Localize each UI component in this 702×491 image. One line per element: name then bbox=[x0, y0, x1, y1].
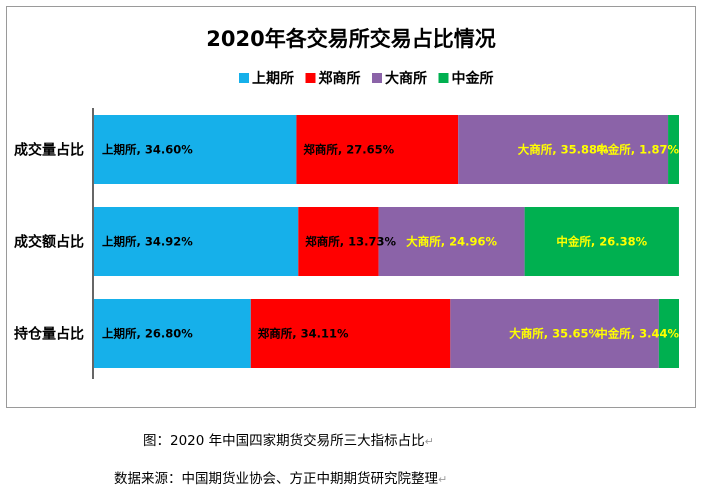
bar-segment-2-4 bbox=[524, 207, 679, 276]
legend-label-2: 郑商所 bbox=[319, 70, 361, 87]
paragraph-mark: ↵ bbox=[438, 473, 448, 486]
legend-label-1: 上期所 bbox=[252, 70, 294, 87]
data-label-2-2: 郑商所, 13.73% bbox=[305, 235, 396, 249]
legend-label-3: 大商所 bbox=[385, 70, 427, 87]
data-label-1-2: 郑商所, 27.65% bbox=[303, 143, 394, 157]
data-label-1-3: 大商所, 35.88% bbox=[518, 143, 609, 157]
data-label-1-4: 中金所, 1.87% bbox=[596, 143, 679, 157]
category-label-2: 成交额占比 bbox=[14, 234, 84, 251]
bar-segment-1-2 bbox=[296, 115, 459, 184]
data-label-3-3: 大商所, 35.65% bbox=[509, 327, 600, 341]
legend: 上期所 郑商所 大商所 中金所 bbox=[239, 70, 494, 87]
chart-title: 2020年各交易所交易占比情况 bbox=[206, 27, 495, 51]
data-label-3-4: 中金所, 3.44% bbox=[596, 327, 679, 341]
bar-segment-1-4 bbox=[668, 115, 679, 184]
bar-segment-3-3 bbox=[450, 299, 659, 368]
bar-segment-2-3 bbox=[378, 207, 525, 276]
bar-segment-3-2 bbox=[250, 299, 451, 368]
source-caption-text: 数据来源：中国期货业协会、方正中期期货研究院整理 bbox=[114, 471, 438, 487]
category-label-1: 成交量占比 bbox=[14, 142, 84, 159]
bar-segment-1-3 bbox=[458, 115, 669, 184]
category-label-3: 持仓量占比 bbox=[14, 326, 84, 343]
bar-segment-3-1 bbox=[94, 299, 251, 368]
bars-group: 上期所, 34.60% 郑商所, 27.65% 大商所, 35.88%中金所, 1.… bbox=[94, 115, 679, 368]
bar-segment-3-4 bbox=[658, 299, 679, 368]
bar-segment-1-1 bbox=[94, 115, 297, 184]
bar-segment-2-2 bbox=[298, 207, 379, 276]
legend-swatch-1 bbox=[239, 73, 249, 83]
data-label-3-2: 郑商所, 34.11% bbox=[258, 327, 349, 341]
legend-swatch-3 bbox=[372, 73, 382, 83]
data-label-3-1: 上期所, 26.80% bbox=[102, 327, 193, 341]
figure-caption-text: 图：2020 年中国四家期货交易所三大指标占比 bbox=[143, 433, 425, 449]
data-label-1-1: 上期所, 34.60% bbox=[102, 143, 193, 157]
data-label-2-4: 中金所, 26.38% bbox=[556, 235, 647, 249]
legend-label-4: 中金所 bbox=[452, 70, 494, 87]
paragraph-mark: ↵ bbox=[424, 435, 434, 448]
source-caption: 数据来源：中国期货业协会、方正中期期货研究院整理↵ bbox=[114, 467, 447, 487]
legend-swatch-2 bbox=[305, 73, 316, 83]
data-label-2-3: 大商所, 24.96% bbox=[406, 235, 497, 249]
bar-segment-2-1 bbox=[94, 207, 299, 276]
figure-caption: 图：2020 年中国四家期货交易所三大指标占比↵ bbox=[143, 429, 434, 449]
data-label-2-1: 上期所, 34.92% bbox=[102, 235, 193, 249]
legend-swatch-4 bbox=[438, 73, 449, 83]
